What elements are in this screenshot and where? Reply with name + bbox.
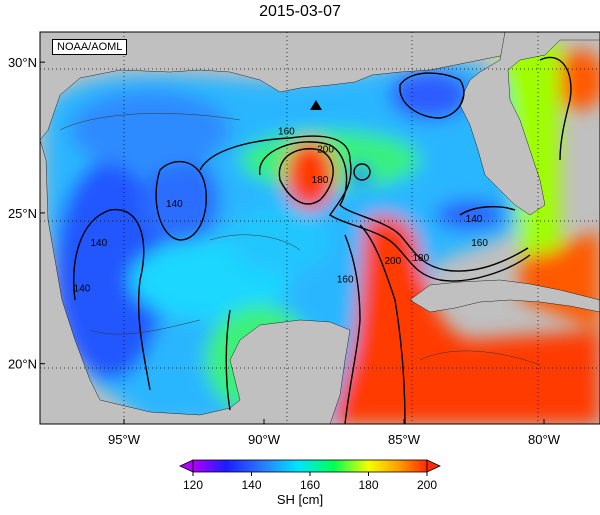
contour-label: 160 <box>471 238 488 249</box>
contour-label: 140 <box>166 199 183 210</box>
contour-label: 200 <box>384 256 401 267</box>
contour-label: 140 <box>90 238 107 249</box>
colorbar-tick-label: 160 <box>300 478 320 492</box>
colorbar-tick-label: 180 <box>358 478 378 492</box>
lon-tick-label: 90°W <box>248 432 281 447</box>
contour-140-east <box>459 206 516 216</box>
contour-160-south <box>225 309 231 411</box>
contour-160-loop <box>199 135 531 282</box>
lat-tick-label: 30°N <box>8 55 37 70</box>
lat-tick-label: 25°N <box>8 206 37 221</box>
contour-140-west <box>73 208 151 391</box>
lon-tick-labels: 95°W 90°W 85°W 80°W <box>108 419 561 447</box>
colorbar-tick-label: 140 <box>241 478 261 492</box>
contour-label: 160 <box>278 127 295 138</box>
contour-lines <box>59 56 572 424</box>
lat-tick-label: 20°N <box>8 357 37 372</box>
station-marker <box>310 100 322 110</box>
lon-tick-label: 95°W <box>108 432 141 447</box>
contour-140-northeast <box>399 72 465 119</box>
contour-140-eddy <box>353 163 371 181</box>
map-frame: 160 180 200 140 140 140 160 200 180 160 140 <box>40 32 600 424</box>
colorbar-low-arrow <box>179 459 194 473</box>
colorbar: 120 140 160 180 200 <box>179 459 441 492</box>
contour-label: 140 <box>74 283 91 294</box>
contour-180-florida <box>539 56 572 161</box>
graticule <box>40 32 600 424</box>
contour-label: 200 <box>317 145 334 156</box>
contour-label: 180 <box>412 253 429 264</box>
map-border <box>39 31 600 425</box>
contour-200-eddy <box>278 148 334 205</box>
land-masses <box>40 32 600 424</box>
contour-label: 140 <box>466 214 483 225</box>
colorbar-ticks: 120 140 160 180 200 <box>183 472 437 492</box>
lon-tick-label: 85°W <box>388 432 421 447</box>
colorbar-gradient <box>192 459 428 473</box>
sea-height-field <box>45 40 600 424</box>
lat-tick-labels: 20°N 25°N 30°N <box>8 55 45 372</box>
colorbar-tick-label: 120 <box>183 478 203 492</box>
colorbar-high-arrow <box>426 459 441 473</box>
map-title: 2015-03-07 <box>259 3 341 20</box>
colorbar-tick-label: 200 <box>417 478 437 492</box>
colorbar-title: SH [cm] <box>276 492 324 507</box>
lon-tick-label: 80°W <box>528 432 561 447</box>
contour-140-central <box>155 160 207 241</box>
contour-labels: 160 180 200 140 140 140 160 200 180 160 140 <box>74 127 489 295</box>
credit-label: NOAA/AOML <box>52 39 128 55</box>
contour-160-current <box>344 234 361 424</box>
contour-label: 160 <box>337 274 354 285</box>
contour-200-current <box>359 224 406 424</box>
contour-180-loop <box>259 141 529 272</box>
contour-label: 180 <box>312 175 329 186</box>
